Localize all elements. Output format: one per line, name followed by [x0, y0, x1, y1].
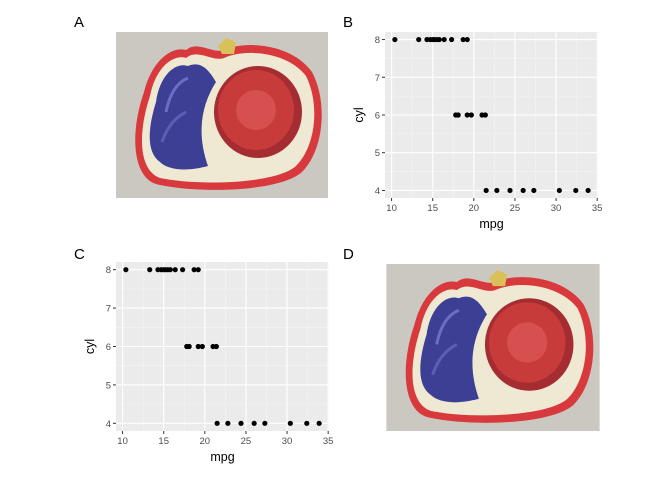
- data-point: [464, 36, 470, 43]
- fig-embroidery-image-a: [116, 32, 328, 198]
- y-tick-label: 6: [375, 111, 380, 122]
- data-point: [468, 112, 474, 118]
- y-tick-label: 8: [106, 265, 111, 276]
- data-point: [316, 420, 322, 426]
- data-point: [213, 343, 219, 350]
- data-point: [441, 36, 447, 43]
- x-tick-label: 30: [282, 436, 293, 447]
- data-point: [416, 36, 422, 43]
- data-point: [238, 420, 244, 426]
- x-tick-label: 15: [158, 436, 169, 447]
- data-point: [392, 36, 398, 43]
- x-tick-label: 20: [469, 203, 480, 214]
- data-point: [464, 112, 470, 118]
- x-axis-label: mpg: [210, 450, 234, 464]
- data-point: [304, 420, 310, 426]
- x-tick-label: 25: [510, 203, 521, 214]
- x-tick-label: 10: [386, 203, 397, 214]
- data-point: [460, 36, 466, 43]
- data-point: [531, 187, 537, 194]
- data-point: [172, 267, 178, 273]
- data-point: [507, 187, 513, 194]
- data-point: [123, 267, 129, 273]
- x-tick-label: 35: [323, 436, 334, 447]
- x-tick-label: 20: [200, 436, 211, 447]
- y-tick-label: 5: [106, 380, 111, 391]
- data-point: [225, 420, 231, 426]
- data-point: [186, 343, 192, 350]
- data-point: [449, 36, 455, 43]
- panel-label-b: B: [343, 14, 354, 31]
- x-axis-label: mpg: [479, 217, 503, 231]
- data-point: [573, 187, 579, 194]
- data-point: [195, 267, 201, 273]
- y-axis-label: cyl: [83, 339, 97, 354]
- y-tick-label: 6: [106, 342, 111, 353]
- data-point: [556, 187, 562, 194]
- fig-embroidery-image-d: [386, 264, 600, 431]
- y-tick-label: 7: [375, 73, 380, 84]
- data-point: [214, 420, 220, 426]
- data-point: [494, 187, 500, 194]
- data-point: [455, 112, 461, 118]
- x-tick-label: 25: [241, 436, 252, 447]
- x-tick-label: 35: [592, 203, 603, 214]
- data-point: [191, 267, 197, 273]
- data-point: [483, 187, 489, 194]
- data-point: [482, 112, 488, 118]
- data-point: [262, 420, 268, 426]
- data-point: [199, 343, 205, 350]
- data-point: [180, 267, 186, 273]
- data-point: [287, 420, 293, 426]
- y-tick-label: 4: [106, 419, 111, 430]
- y-axis-label: cyl: [352, 107, 366, 122]
- x-tick-label: 15: [427, 203, 438, 214]
- x-tick-label: 30: [551, 203, 562, 214]
- panel-label-d: D: [343, 246, 354, 263]
- data-point: [147, 267, 153, 273]
- y-tick-label: 8: [375, 35, 380, 46]
- data-point: [520, 187, 526, 194]
- data-point: [436, 36, 442, 43]
- data-point: [251, 420, 257, 426]
- y-tick-label: 5: [375, 148, 380, 159]
- data-point: [585, 187, 591, 194]
- y-tick-label: 7: [106, 304, 111, 315]
- data-point: [195, 343, 201, 350]
- data-point: [167, 267, 173, 273]
- y-tick-label: 4: [375, 186, 380, 197]
- panel-label-a: A: [74, 14, 85, 31]
- x-tick-label: 10: [117, 436, 128, 447]
- panel-label-c: C: [74, 246, 85, 263]
